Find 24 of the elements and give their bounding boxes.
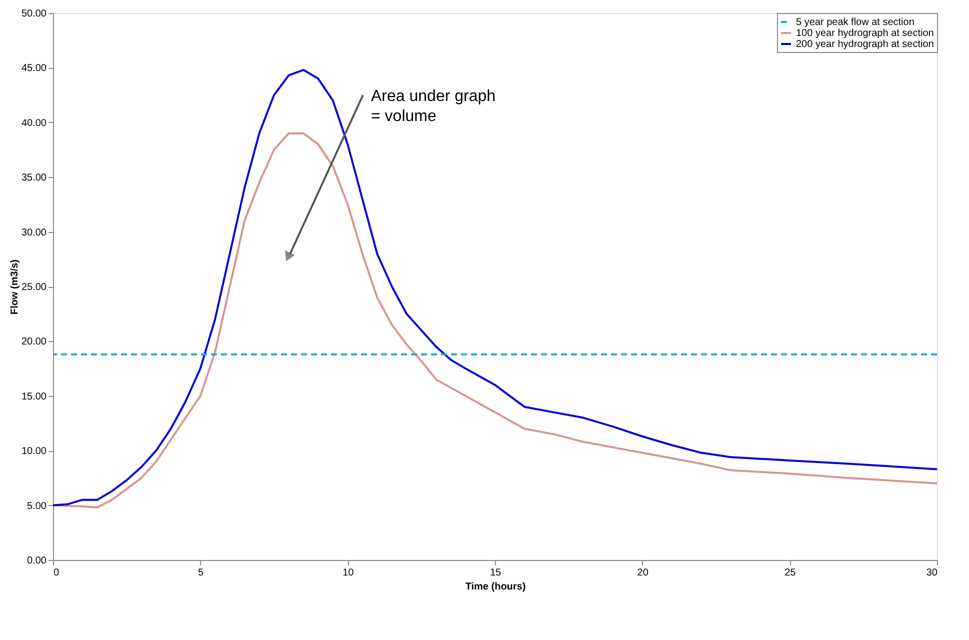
- y-tick-label: 10.00: [21, 446, 47, 458]
- legend-label: 5 year peak flow at section: [796, 17, 914, 28]
- x-tick-label: 0: [54, 568, 60, 578]
- x-tick-label: 25: [784, 568, 796, 578]
- legend-label: 200 year hydrograph at section: [796, 39, 934, 50]
- y-tick-label: 20.00: [21, 336, 47, 348]
- y-tick-label: 25.00: [21, 282, 47, 293]
- y-tick-label: 40.00: [21, 118, 47, 129]
- legend-label: 100 year hydrograph at section: [796, 28, 934, 39]
- x-axis-title: Time (hours): [465, 582, 526, 592]
- x-tick-label: 15: [490, 568, 502, 578]
- annotation: Area under graph = volume: [371, 88, 496, 125]
- x-tick-label: 20: [637, 568, 649, 578]
- y-axis-title: Flow (m3/s): [9, 259, 20, 315]
- x-tick-label: 5: [198, 568, 204, 578]
- y-tick-label: 45.00: [21, 63, 47, 74]
- y-tick-label: 30.00: [21, 227, 47, 238]
- y-tick-label: 50.00: [21, 8, 47, 20]
- y-tick-label: 0.00: [27, 556, 47, 566]
- y-tick-label: 5.00: [27, 500, 47, 512]
- y-tick-label: 15.00: [21, 391, 47, 402]
- x-tick-label: 10: [342, 568, 354, 578]
- x-tick-label: 30: [926, 568, 938, 578]
- y-tick-label: 35.00: [21, 172, 47, 184]
